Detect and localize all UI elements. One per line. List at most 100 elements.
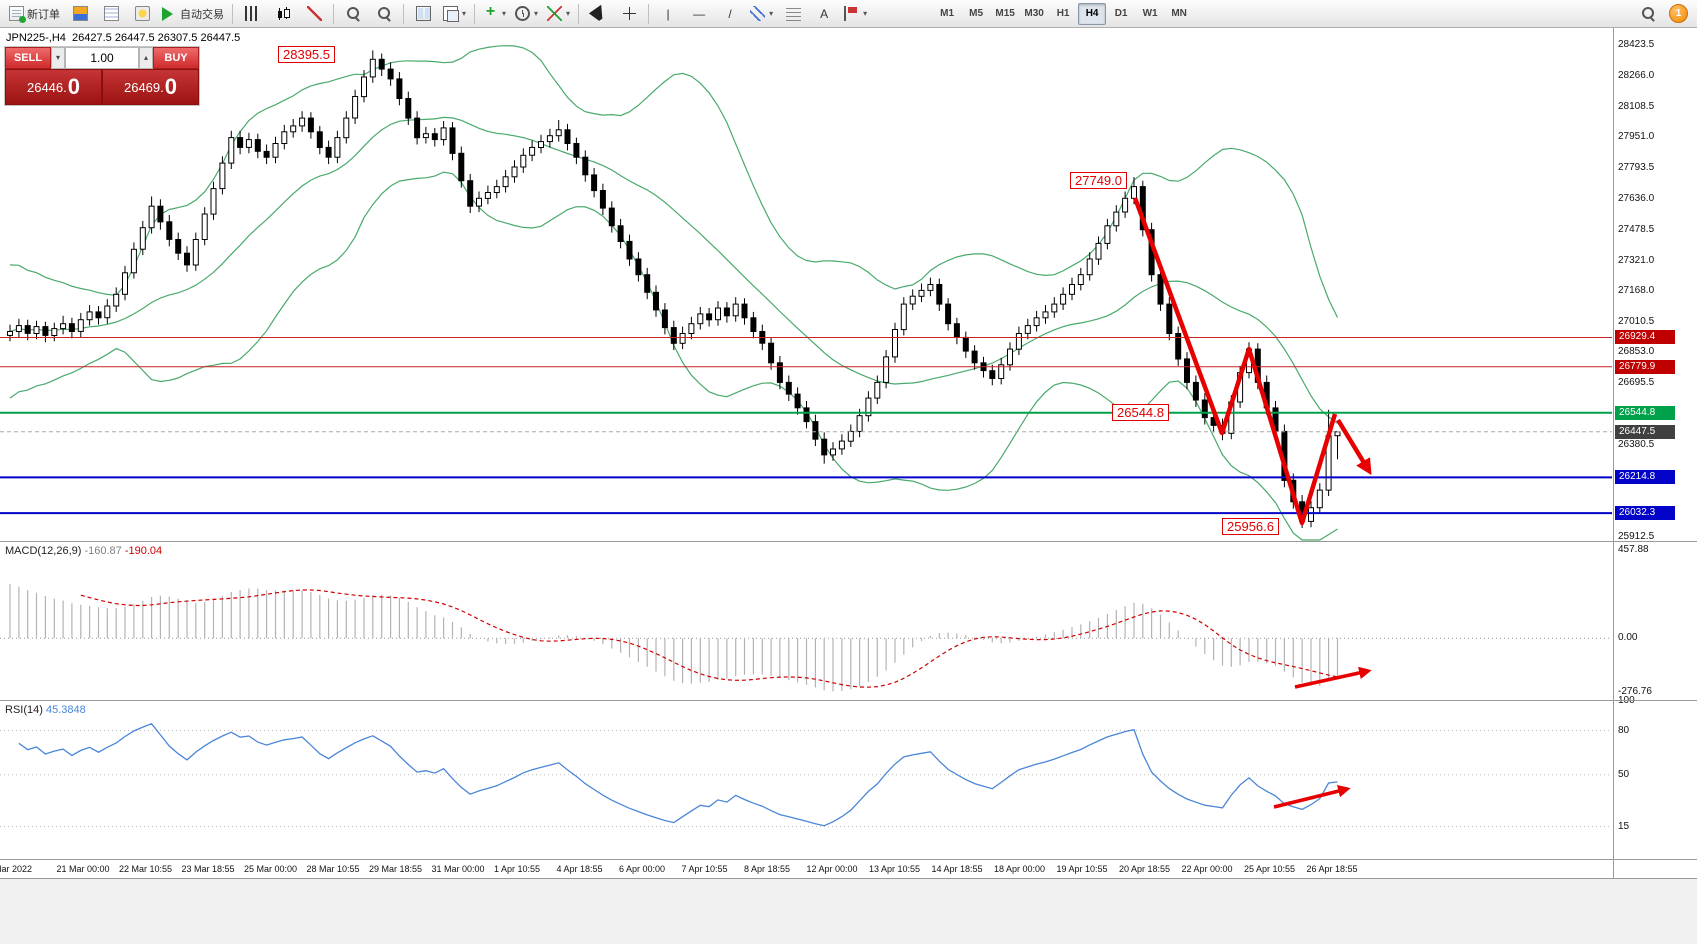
timeframe-mn[interactable]: MN bbox=[1171, 7, 1187, 19]
buy-price-main: 26469. bbox=[123, 79, 164, 95]
rsi-chart[interactable] bbox=[0, 701, 1612, 859]
horizontal-line-tool-button[interactable]: — bbox=[684, 2, 714, 26]
sell-price[interactable]: 26446. 0 bbox=[5, 69, 102, 105]
price-annotation[interactable]: 26544.8 bbox=[1112, 404, 1169, 421]
autotrading-button[interactable]: 自动交易 bbox=[158, 2, 228, 26]
buy-button[interactable]: BUY bbox=[153, 47, 199, 69]
cursor-tool-button[interactable] bbox=[583, 2, 613, 26]
timeframe-m5[interactable]: M5 bbox=[969, 7, 984, 19]
timeframe-m1[interactable]: M1 bbox=[940, 7, 955, 19]
channel-tool-button[interactable]: ▾ bbox=[746, 2, 777, 26]
market-watch-button[interactable] bbox=[65, 2, 95, 26]
cursor-icon bbox=[588, 4, 608, 23]
toolbar-separator bbox=[232, 3, 233, 24]
price-label: 26447.5 bbox=[1615, 424, 1675, 439]
toolbar-separator bbox=[474, 3, 476, 24]
trendline-tool-button[interactable]: / bbox=[715, 2, 745, 26]
price-tick: 27168.0 bbox=[1618, 284, 1655, 296]
plus-icon bbox=[483, 4, 498, 21]
periods-button[interactable]: ▾ bbox=[511, 2, 542, 26]
macd-panel[interactable]: MACD(12,26,9) -160.87 -190.04 bbox=[0, 542, 1612, 700]
text-tool-button[interactable]: A bbox=[809, 2, 839, 26]
fibonacci-tool-button[interactable] bbox=[778, 2, 808, 26]
timeframe-m30[interactable]: M30 bbox=[1024, 7, 1044, 19]
time-label: 25 Apr 10:55 bbox=[1244, 864, 1296, 874]
search-button[interactable] bbox=[1633, 2, 1663, 26]
chevron-down-icon: ▾ bbox=[566, 9, 571, 18]
time-label: 22 Apr 00:00 bbox=[1181, 864, 1233, 874]
candlestick-chart[interactable] bbox=[0, 28, 1612, 541]
price-tick: 28108.5 bbox=[1618, 100, 1655, 112]
panel-separator[interactable] bbox=[0, 859, 1697, 860]
search-icon bbox=[1641, 6, 1656, 21]
new-order-button-label: 新订单 bbox=[27, 8, 60, 21]
price-annotation[interactable]: 27749.0 bbox=[1070, 172, 1127, 189]
rsi-tick: 100 bbox=[1618, 695, 1635, 707]
price-annotation[interactable]: 25956.6 bbox=[1222, 518, 1279, 535]
line-icon bbox=[306, 6, 322, 21]
macd-histogram bbox=[9, 583, 1339, 692]
timeframe-d1[interactable]: D1 bbox=[1114, 7, 1128, 19]
panel-separator[interactable] bbox=[0, 700, 1697, 701]
price-tick: 28266.0 bbox=[1618, 69, 1655, 81]
sell-button[interactable]: SELL bbox=[5, 47, 51, 69]
lot-down-button[interactable]: ▾ bbox=[51, 47, 65, 69]
bar-chart-button[interactable] bbox=[237, 2, 267, 26]
arrows-tool-button[interactable]: ▾ bbox=[840, 2, 871, 26]
chart-panel[interactable]: JPN225-,H4 26427.5 26447.5 26307.5 26447… bbox=[0, 28, 1612, 541]
macd-signal-line bbox=[80, 589, 1338, 688]
zoom-out-button[interactable] bbox=[369, 2, 399, 26]
price-tick: 27636.0 bbox=[1618, 193, 1655, 205]
dw-icon bbox=[103, 6, 119, 21]
navigator-button[interactable] bbox=[127, 2, 157, 26]
toolbar: 新订单 自动交易 ▾ ▾ ▾ ▾ | — / ▾ A ▾ M1 M5 M15 M30 H1 H4 D1 W1 MN 1 bbox=[0, 0, 1697, 28]
macd-chart[interactable] bbox=[0, 542, 1612, 700]
line-chart-button[interactable] bbox=[299, 2, 329, 26]
candlestick-chart-button[interactable] bbox=[268, 2, 298, 26]
toolbar-separator bbox=[578, 3, 580, 24]
price-tick: 27010.5 bbox=[1618, 315, 1655, 327]
price-label: 26214.8 bbox=[1615, 470, 1675, 485]
chevron-down-icon: ▾ bbox=[462, 9, 467, 18]
add-indicator-button[interactable]: ▾ bbox=[479, 2, 510, 26]
time-label: 1 Apr 10:55 bbox=[494, 864, 541, 874]
timeframe-h1[interactable]: H1 bbox=[1056, 7, 1070, 19]
time-label: 8 Apr 18:55 bbox=[744, 864, 791, 874]
macd-tick: 0.00 bbox=[1618, 632, 1638, 644]
time-label: 4 Apr 18:55 bbox=[556, 864, 603, 874]
zoom-in-button[interactable] bbox=[338, 2, 368, 26]
buy-price[interactable]: 26469. 0 bbox=[102, 69, 199, 105]
rsi-panel[interactable]: RSI(14) 45.3848 bbox=[0, 701, 1612, 859]
macd-tick: 457.88 bbox=[1618, 544, 1649, 556]
lot-up-button[interactable]: ▴ bbox=[139, 47, 153, 69]
price-tick: 25912.5 bbox=[1618, 530, 1655, 542]
sell-price-main: 26446. bbox=[26, 79, 67, 95]
new-order-button[interactable]: 新订单 bbox=[5, 2, 64, 26]
price-axis[interactable]: 28423.5 28266.0 28108.5 27951.0 27793.5 27636… bbox=[1613, 28, 1697, 878]
notification-badge[interactable]: 1 bbox=[1669, 4, 1688, 23]
price-tick: 27793.5 bbox=[1618, 162, 1655, 174]
trade-widget-prices: 26446. 0 26469. 0 bbox=[5, 69, 199, 105]
timeframe-m15[interactable]: M15 bbox=[995, 7, 1015, 19]
bollinger-upper-band bbox=[9, 45, 1339, 318]
price-annotation[interactable]: 28395.5 bbox=[278, 46, 335, 63]
data-window-button[interactable] bbox=[96, 2, 126, 26]
lot-size-input[interactable]: 1.00 bbox=[65, 47, 139, 69]
chevron-down-icon: ▾ bbox=[769, 9, 774, 18]
crosshair-tool-button[interactable] bbox=[614, 2, 644, 26]
timeframe-h4[interactable]: H4 bbox=[1078, 2, 1107, 25]
toolbar-separator bbox=[333, 3, 334, 24]
templates-button[interactable]: ▾ bbox=[543, 2, 574, 26]
nav-icon bbox=[134, 6, 150, 21]
vertical-line-tool-button[interactable]: | bbox=[653, 2, 683, 26]
price-tick: 27321.0 bbox=[1618, 254, 1655, 266]
panel-separator bbox=[0, 878, 1697, 879]
panel-separator[interactable] bbox=[0, 541, 1697, 542]
timeframe-w1[interactable]: W1 bbox=[1142, 7, 1158, 19]
time-axis[interactable]: Mar 2022 21 Mar 00:00 22 Mar 10:55 23 Mar 1… bbox=[0, 860, 1612, 878]
arrange-windows-button[interactable]: ▾ bbox=[439, 2, 470, 26]
rsi-label: RSI(14) 45.3848 bbox=[5, 704, 86, 716]
tile-windows-button[interactable] bbox=[408, 2, 438, 26]
candles-layer bbox=[7, 50, 1341, 528]
